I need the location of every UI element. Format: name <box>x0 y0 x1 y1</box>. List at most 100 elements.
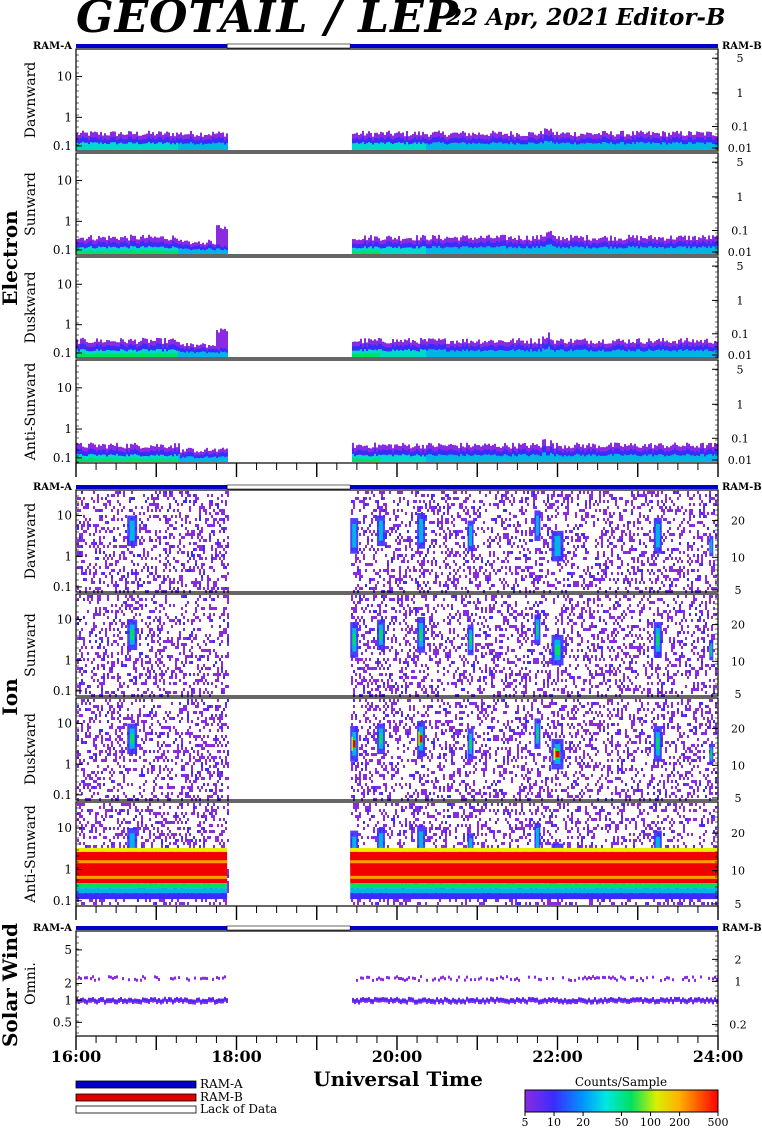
data-cell <box>163 581 165 584</box>
data-cell <box>570 456 572 462</box>
data-cell <box>201 503 203 506</box>
data-cell <box>135 575 137 578</box>
data-cell <box>664 142 666 150</box>
data-cell <box>95 524 97 527</box>
data-cell <box>413 569 415 572</box>
data-cell <box>439 584 441 587</box>
data-cell <box>77 545 79 548</box>
data-cell <box>468 351 470 357</box>
data-cell <box>521 575 523 578</box>
data-cell <box>374 349 376 357</box>
data-cell <box>356 350 358 357</box>
data-cell <box>90 351 92 357</box>
data-cell <box>175 515 177 518</box>
data-cell <box>138 248 140 254</box>
data-cell <box>670 246 672 254</box>
data-cell <box>499 515 501 518</box>
data-cell <box>391 569 393 572</box>
data-cell <box>210 143 212 150</box>
data-cell <box>76 247 78 254</box>
data-cell <box>209 578 211 581</box>
data-cell <box>84 349 86 357</box>
data-cell <box>479 584 481 587</box>
data-cell <box>515 557 517 560</box>
data-cell <box>199 587 201 590</box>
data-cell <box>580 246 582 254</box>
data-cell <box>169 503 171 506</box>
data-cell <box>682 350 684 357</box>
data-cell <box>658 143 660 150</box>
data-cell <box>496 350 498 357</box>
data-cell <box>212 457 214 462</box>
data-cell <box>195 581 197 584</box>
data-cell <box>456 455 458 462</box>
data-cell <box>143 566 145 569</box>
data-cell <box>470 455 472 462</box>
data-cell <box>221 518 223 521</box>
data-cell <box>144 247 146 254</box>
data-cell <box>648 142 650 150</box>
data-cell <box>181 494 183 497</box>
data-cell <box>103 551 105 554</box>
data-cell <box>412 143 414 150</box>
data-cell <box>119 569 121 572</box>
data-cell <box>522 144 524 150</box>
data-cell <box>505 491 507 494</box>
data-cell <box>141 506 143 509</box>
data-cell <box>109 563 111 566</box>
data-cell <box>183 545 185 548</box>
data-cell <box>221 587 223 590</box>
data-cell <box>187 560 189 563</box>
data-cell <box>499 545 501 548</box>
data-cell <box>125 536 127 539</box>
data-cell <box>116 354 118 357</box>
data-cell <box>499 539 501 542</box>
data-cell <box>88 351 90 357</box>
data-cell <box>692 143 694 150</box>
data-cell <box>521 578 523 581</box>
data-cell <box>471 581 473 584</box>
data-cell <box>437 509 439 512</box>
data-cell <box>186 143 188 150</box>
data-cell <box>446 455 448 462</box>
data-cell <box>646 142 648 150</box>
data-cell <box>463 569 465 572</box>
data-cell <box>572 351 574 357</box>
data-cell <box>408 144 410 150</box>
data-cell <box>197 536 199 539</box>
data-cell <box>668 247 670 254</box>
data-cell <box>163 548 165 551</box>
data-cell <box>186 248 188 254</box>
data-cell <box>198 352 200 357</box>
data-cell <box>149 503 151 506</box>
data-cell <box>132 246 134 254</box>
data-cell <box>397 542 399 545</box>
data-cell <box>650 246 652 254</box>
data-cell <box>87 527 89 530</box>
data-cell <box>363 533 365 536</box>
data-cell <box>145 563 147 566</box>
data-cell <box>447 509 449 512</box>
data-cell <box>472 142 474 150</box>
data-cell <box>195 548 197 551</box>
data-cell <box>115 560 117 563</box>
data-cell <box>397 554 399 557</box>
data-cell <box>106 459 108 462</box>
data-cell <box>431 569 433 572</box>
data-cell <box>168 458 170 462</box>
data-cell <box>135 569 137 572</box>
data-cell <box>218 456 220 462</box>
data-cell <box>151 557 153 560</box>
data-cell <box>221 512 223 515</box>
data-cell <box>441 521 443 524</box>
data-cell <box>94 350 96 357</box>
data-cell <box>124 353 126 357</box>
data-cell <box>441 491 443 494</box>
data-cell <box>519 557 521 560</box>
data-cell <box>122 349 124 357</box>
data-cell <box>370 142 372 150</box>
data-cell <box>431 494 433 497</box>
data-cell <box>85 506 87 509</box>
data-cell <box>131 581 133 584</box>
data-cell <box>191 581 193 584</box>
